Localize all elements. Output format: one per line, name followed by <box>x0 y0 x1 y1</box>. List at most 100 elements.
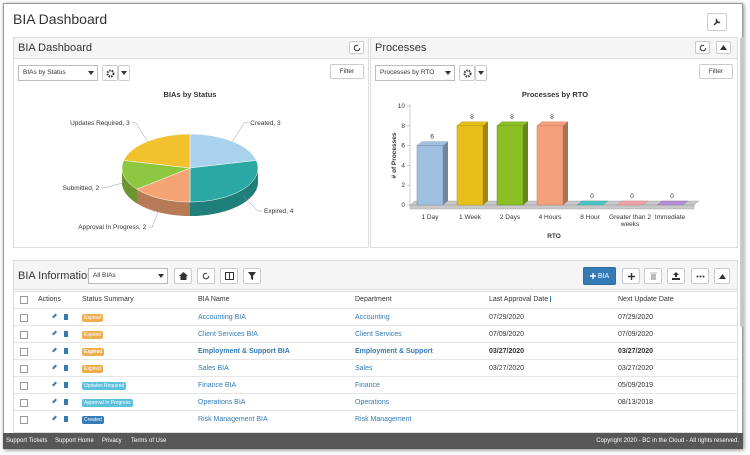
column-header: Last Approval Date <box>489 296 549 303</box>
settings-button[interactable] <box>707 13 727 31</box>
row-checkbox[interactable] <box>20 382 28 390</box>
table-row: Created Risk Management BIA Risk Managemen… <box>14 410 737 428</box>
delete-icon[interactable] <box>64 314 68 320</box>
status-badge: Expired <box>82 331 103 339</box>
home-button[interactable] <box>174 268 192 284</box>
columns-button[interactable] <box>220 268 238 284</box>
department-link[interactable]: Operations <box>355 399 390 406</box>
bia-name-link[interactable]: Accounting BIA <box>198 314 246 321</box>
delete-icon[interactable] <box>64 365 68 371</box>
x-tick-label: Immediate <box>654 214 686 221</box>
row-checkbox[interactable] <box>20 331 28 339</box>
bia-name-link[interactable]: Finance BIA <box>198 382 237 389</box>
menu-button[interactable] <box>118 65 130 81</box>
copyright: Copyright 2020 - BC in the Cloud - All r… <box>596 438 739 444</box>
delete-icon[interactable] <box>64 416 68 422</box>
collapse-button[interactable] <box>716 41 731 54</box>
date-cell: 03/27/2020 <box>489 348 525 355</box>
button-text: BIA <box>597 272 610 280</box>
footer-link[interactable]: Privacy <box>102 438 122 444</box>
edit-icon[interactable] <box>52 313 57 319</box>
date-cell: 07/09/2020 <box>489 331 525 338</box>
bia-name-link[interactable]: Operations BIA <box>198 399 246 406</box>
panel-title: Processes <box>375 42 427 54</box>
filter-text: Filter <box>339 68 355 75</box>
delete-button[interactable] <box>644 268 662 284</box>
filter-button[interactable] <box>243 268 261 284</box>
delete-icon[interactable] <box>64 382 68 388</box>
add-button[interactable] <box>622 268 640 284</box>
footer-link[interactable]: Support Tickets <box>6 438 48 444</box>
export-button[interactable] <box>667 268 685 284</box>
status-badge: Expired <box>82 348 105 356</box>
filter-button[interactable]: Filter <box>699 64 733 79</box>
bia-name-link[interactable]: Risk Management BIA <box>198 416 268 423</box>
edit-icon[interactable] <box>52 364 57 370</box>
edit-icon[interactable] <box>52 381 57 387</box>
collapse-button[interactable] <box>714 268 730 284</box>
bia-name-link[interactable]: Client Services BIA <box>198 331 258 338</box>
column-header: BIA Name <box>198 296 230 303</box>
x-tick-label: 1 Week <box>459 214 481 221</box>
chart-selector[interactable]: BIAs by Status <box>18 65 98 81</box>
info-panel: BIA Information All BIAs BIA Actions Stat… <box>13 260 738 433</box>
delete-icon[interactable] <box>64 331 68 337</box>
status-badge: Updates Required <box>82 382 127 390</box>
department-link[interactable]: Risk Management <box>355 416 412 423</box>
column-header: Department <box>355 296 392 303</box>
more-button[interactable] <box>691 268 709 284</box>
edit-icon[interactable] <box>52 347 57 353</box>
gear-button[interactable] <box>459 65 475 81</box>
row-checkbox[interactable] <box>20 399 28 407</box>
column-header: Status Summary <box>82 296 134 303</box>
bia-name-link[interactable]: Employment & Support BIA <box>198 348 290 355</box>
page-title: BIA Dashboard <box>13 11 108 27</box>
panel-header: Processes <box>371 38 737 59</box>
edit-icon[interactable] <box>52 415 57 421</box>
gear-button[interactable] <box>102 65 118 81</box>
edit-icon[interactable] <box>52 398 57 404</box>
refresh-button[interactable] <box>349 41 364 54</box>
department-link[interactable]: Employment & Support <box>355 348 433 355</box>
table-body: Expired Accounting BIA Accounting 07/29/202… <box>14 308 737 433</box>
chart-selector[interactable]: Processes by RTO <box>375 65 455 81</box>
table-row: Updates Required Finance BIA Finance 05/09/… <box>14 376 737 394</box>
department-link[interactable]: Client Services <box>355 331 402 338</box>
add-bia-button[interactable]: BIA <box>583 267 616 285</box>
x-tick-label: 8 Hour <box>580 214 600 221</box>
delete-icon[interactable] <box>64 348 68 354</box>
row-checkbox[interactable] <box>20 416 28 424</box>
table-row: Expired Sales BIA Sales 03/27/2020 03/27/202… <box>14 359 737 377</box>
menu-button[interactable] <box>475 65 487 81</box>
row-checkbox[interactable] <box>20 314 28 322</box>
column-header: Actions <box>38 296 61 303</box>
department-link[interactable]: Accounting <box>355 314 390 321</box>
date-cell: 08/13/2018 <box>618 399 654 406</box>
table-header: Actions Status Summary BIA Name Department L… <box>14 291 737 309</box>
select-all-checkbox[interactable] <box>20 296 28 304</box>
sort-indicator <box>550 296 551 302</box>
panel-title: BIA Dashboard <box>18 42 92 54</box>
row-checkbox[interactable] <box>20 365 28 373</box>
delete-icon[interactable] <box>64 399 68 405</box>
status-panel: BIA Dashboard BIAs by Status Filter <box>13 37 369 248</box>
refresh-button[interactable] <box>197 268 215 284</box>
filter-button[interactable]: Filter <box>330 64 364 79</box>
date-cell: 07/09/2020 <box>618 331 654 338</box>
row-checkbox[interactable] <box>20 348 28 356</box>
bia-name-link[interactable]: Sales BIA <box>198 365 229 372</box>
department-link[interactable]: Sales <box>355 365 373 372</box>
footer-link[interactable]: Support Home <box>55 438 94 444</box>
selector-text: Processes by RTO <box>380 69 435 76</box>
x-tick-label: 4 Hours <box>538 214 562 221</box>
edit-icon[interactable] <box>52 330 57 336</box>
status-badge: Approval In Progress <box>82 399 133 407</box>
status-badge: Expired <box>82 314 103 322</box>
bia-filter-select[interactable]: All BIAs <box>88 268 168 284</box>
refresh-button[interactable] <box>695 41 710 54</box>
date-cell: 05/09/2019 <box>618 382 654 389</box>
selector-text: BIAs by Status <box>23 69 66 76</box>
date-cell: 07/29/2020 <box>618 314 654 321</box>
footer-link[interactable]: Terms of Use <box>131 438 167 444</box>
department-link[interactable]: Finance <box>355 382 380 389</box>
